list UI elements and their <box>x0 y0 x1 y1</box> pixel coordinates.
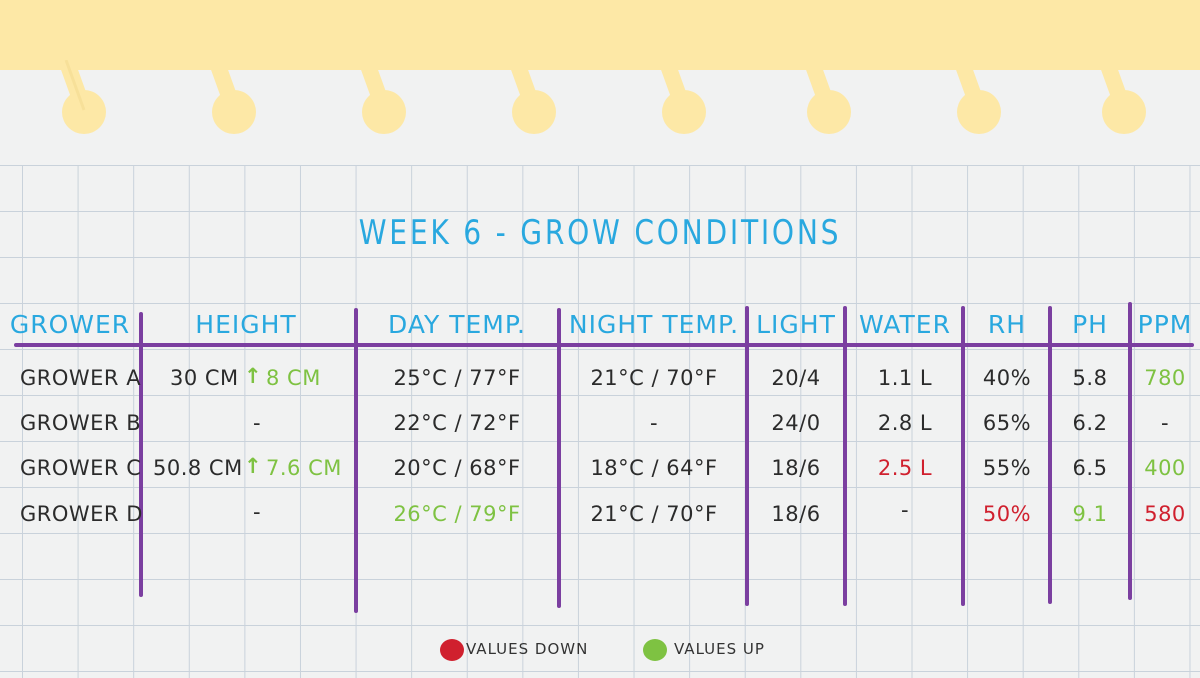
column-divider <box>354 308 358 613</box>
water-value: 2.5 L <box>877 456 933 480</box>
height-value: 50.8 CM <box>153 456 243 480</box>
red-dot-icon <box>440 639 464 661</box>
ppm-value: 780 <box>1144 366 1186 390</box>
grower-name: GROWER D <box>20 502 143 526</box>
height-change: 7.6 CM <box>266 456 342 480</box>
light-value: 18/6 <box>771 502 821 526</box>
rh-value: 55% <box>982 456 1032 480</box>
binder-band <box>0 0 1200 70</box>
column-divider <box>1048 306 1052 604</box>
night-temp-value: 18°C / 64°F <box>590 456 718 480</box>
night-temp-value: 21°C / 70°F <box>590 366 718 390</box>
column-header-water: WATER <box>859 310 951 339</box>
column-divider <box>843 306 847 606</box>
binder-ring-icon <box>660 60 706 134</box>
ppm-value: 400 <box>1144 456 1186 480</box>
binder-ring-icon <box>1100 60 1146 134</box>
column-header-ph: PH <box>1072 310 1108 339</box>
column-header-ppm: PPM <box>1137 310 1193 339</box>
column-divider <box>1128 302 1132 600</box>
column-header-night-temp: NIGHT TEMP. <box>568 310 740 339</box>
column-divider <box>557 308 561 608</box>
header-divider <box>14 343 1194 347</box>
column-header-light: LIGHT <box>756 310 836 339</box>
height-value: - <box>252 500 262 524</box>
height-value: - <box>252 411 262 435</box>
grower-name: GROWER B <box>20 411 142 435</box>
rh-value: 50% <box>982 502 1032 526</box>
height-change: 8 CM <box>266 366 321 390</box>
ph-value: 9.1 <box>1072 502 1108 526</box>
green-dot-icon <box>643 639 667 661</box>
graph-paper-grid <box>0 165 1200 678</box>
ppm-value: 580 <box>1144 502 1186 526</box>
water-value: - <box>900 498 910 522</box>
binder-ring-icon <box>60 60 106 134</box>
column-header-rh: RH <box>987 310 1027 339</box>
column-divider <box>745 306 749 606</box>
column-divider <box>961 306 965 606</box>
light-value: 20/4 <box>771 366 821 390</box>
page-title: WEEK 6 - GROW CONDITIONS <box>358 213 842 253</box>
rh-value: 65% <box>982 411 1032 435</box>
binder-ring-icon <box>955 60 1001 134</box>
legend-up-label: VALUES UP <box>674 640 765 658</box>
column-header-grower: GROWER <box>9 310 131 339</box>
water-value: 2.8 L <box>877 411 933 435</box>
day-temp-value: 20°C / 68°F <box>393 456 521 480</box>
ph-value: 6.2 <box>1072 411 1108 435</box>
height-value: 30 CM <box>170 366 239 390</box>
grower-name: GROWER A <box>20 366 142 390</box>
grower-name: GROWER C <box>20 456 142 480</box>
binder-ring-icon <box>510 60 556 134</box>
rh-value: 40% <box>982 366 1032 390</box>
binder-ring-icon <box>805 60 851 134</box>
ph-value: 6.5 <box>1072 456 1108 480</box>
column-header-day-temp: DAY TEMP. <box>388 310 526 339</box>
light-value: 18/6 <box>771 456 821 480</box>
night-temp-value: - <box>649 411 659 435</box>
night-temp-value: 21°C / 70°F <box>590 502 718 526</box>
arrow-up-icon: ↑ <box>244 454 263 478</box>
column-header-height: HEIGHT <box>195 310 297 339</box>
binder-ring-icon <box>210 60 256 134</box>
day-temp-value: 25°C / 77°F <box>393 366 521 390</box>
day-temp-value: 26°C / 79°F <box>393 502 521 526</box>
legend-down-label: VALUES DOWN <box>466 640 589 658</box>
column-divider <box>139 312 143 597</box>
ppm-value: - <box>1160 411 1170 435</box>
arrow-up-icon: ↑ <box>244 364 263 388</box>
day-temp-value: 22°C / 72°F <box>393 411 521 435</box>
binder-ring-icon <box>360 60 406 134</box>
water-value: 1.1 L <box>877 366 933 390</box>
light-value: 24/0 <box>771 411 821 435</box>
ph-value: 5.8 <box>1072 366 1108 390</box>
